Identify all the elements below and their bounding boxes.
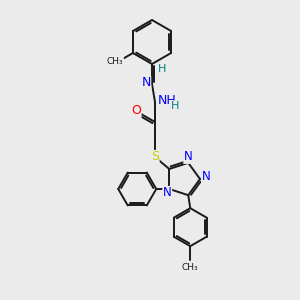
- Text: N: N: [184, 150, 193, 163]
- Text: H: H: [158, 64, 166, 74]
- Text: S: S: [151, 151, 159, 164]
- Text: NH: NH: [158, 94, 176, 107]
- Text: N: N: [202, 170, 210, 184]
- Text: O: O: [131, 104, 141, 118]
- Text: CH₃: CH₃: [182, 263, 199, 272]
- Text: H: H: [171, 101, 179, 111]
- Text: CH₃: CH₃: [107, 58, 123, 67]
- Text: N: N: [141, 76, 151, 89]
- Text: N: N: [163, 187, 172, 200]
